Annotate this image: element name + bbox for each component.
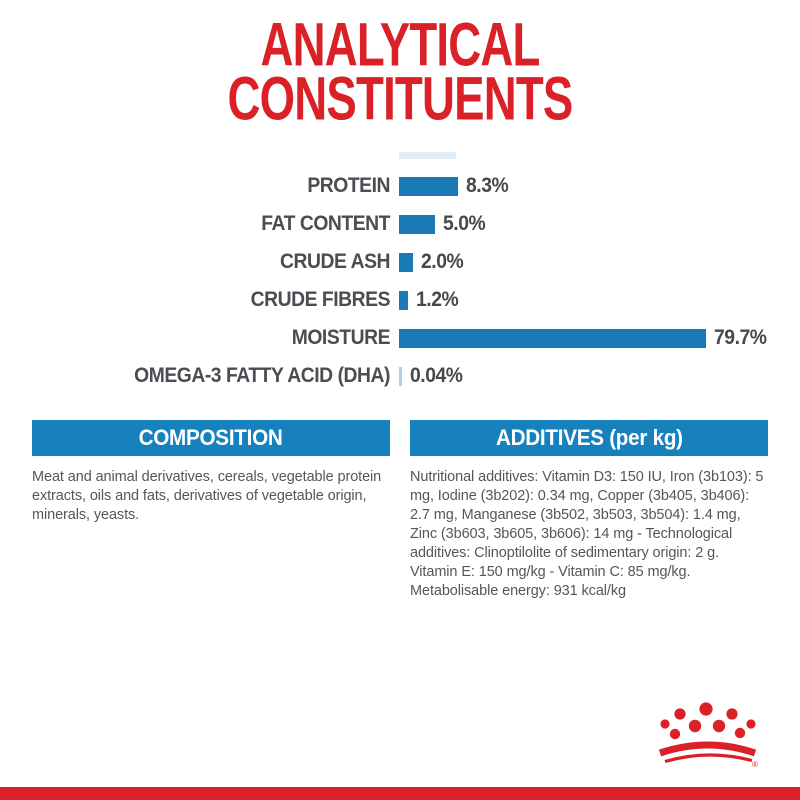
chart-row-bar (399, 366, 402, 386)
chart-row-value: 79.7% (714, 326, 767, 349)
chart-row-value: 0.04% (409, 364, 463, 387)
page-title-line-2: CONSTITUENTS (227, 64, 573, 134)
chart-row-bar (399, 290, 408, 310)
chart-row: CRUDE FIBRES 1.2% (0, 281, 800, 319)
ghost-bar-decoration (399, 152, 456, 159)
additives-section: ADDITIVES (per kg) Nutritional additives… (410, 420, 768, 601)
chart-row-bar (399, 328, 706, 348)
composition-section: COMPOSITION Meat and animal derivatives,… (32, 420, 390, 525)
royal-canin-crown-logo: ® (658, 702, 758, 769)
chart-row-value: 1.2% (415, 288, 459, 311)
chart-row-label: FAT CONTENT (261, 212, 390, 235)
chart-row-label: MOISTURE (291, 326, 391, 349)
chart-row-bar (399, 252, 414, 272)
analytical-constituents-chart: PROTEIN 8.3% FAT CONTENT 5.0% CRUDE ASH … (0, 167, 800, 395)
chart-row-value: 8.3% (465, 174, 509, 197)
additives-header: ADDITIVES (per kg) (410, 420, 768, 456)
chart-row: PROTEIN 8.3% (0, 167, 800, 205)
page-title: ANALYTICAL CONSTITUENTS (0, 10, 800, 134)
chart-row-label: CRUDE FIBRES (250, 288, 391, 311)
chart-row: MOISTURE 79.7% (0, 319, 800, 357)
composition-header-label: COMPOSITION (139, 425, 283, 450)
chart-row: CRUDE ASH 2.0% (0, 243, 800, 281)
chart-row-bar (399, 214, 435, 234)
chart-row-value: 5.0% (442, 212, 486, 235)
chart-row-value: 2.0% (421, 250, 464, 273)
page-title-line-1: ANALYTICAL (260, 10, 540, 80)
additives-body: Nutritional additives: Vitamin D3: 150 I… (410, 469, 764, 599)
chart-row-bar (399, 176, 458, 196)
chart-row-label: OMEGA-3 FATTY ACID (DHA) (134, 364, 390, 387)
composition-body: Meat and animal derivatives, cereals, ve… (32, 469, 382, 523)
registered-mark: ® (752, 760, 758, 769)
chart-row-label: CRUDE ASH (280, 250, 390, 273)
additives-header-label: ADDITIVES (per kg) (495, 425, 683, 450)
composition-header: COMPOSITION (32, 420, 390, 456)
chart-row-label: PROTEIN (307, 174, 390, 197)
chart-row: FAT CONTENT 5.0% (0, 205, 800, 243)
chart-row: OMEGA-3 FATTY ACID (DHA) 0.04% (0, 357, 800, 395)
bottom-red-band (0, 787, 800, 800)
